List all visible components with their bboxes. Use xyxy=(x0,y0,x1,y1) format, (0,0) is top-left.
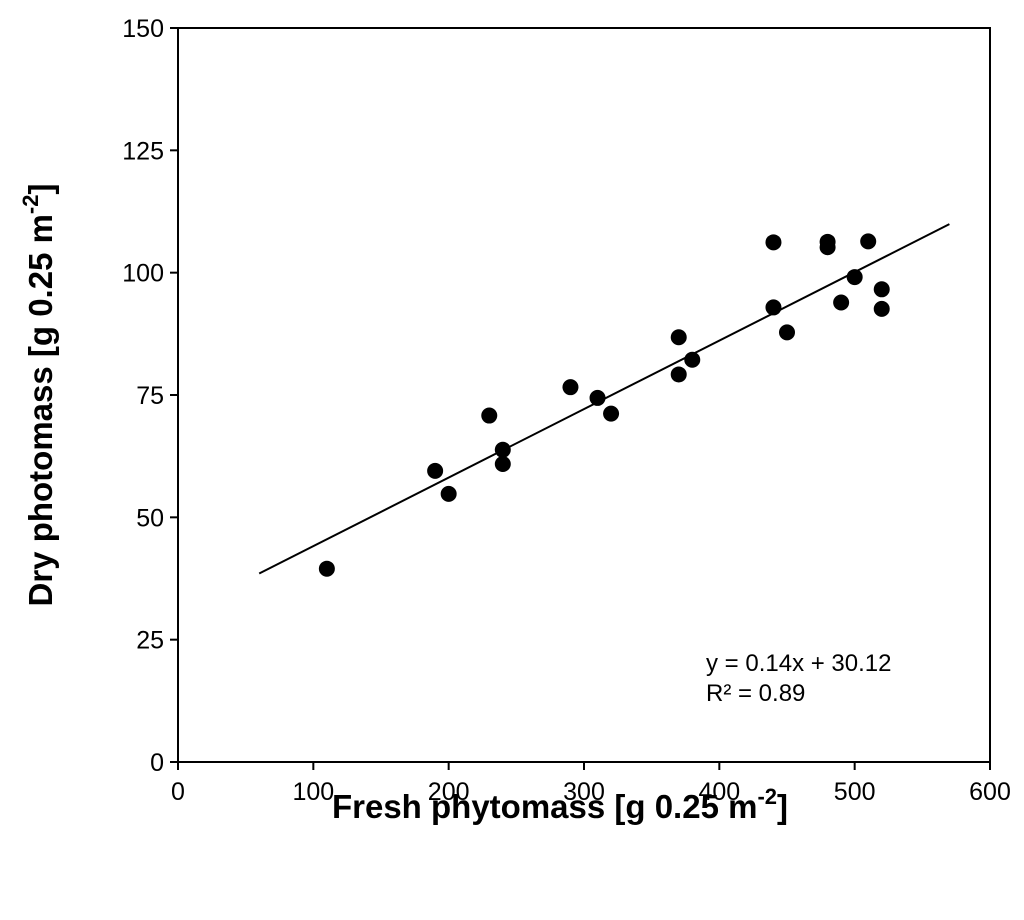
y-tick-label: 125 xyxy=(122,137,164,165)
y-tick-label: 100 xyxy=(122,260,164,288)
data-point xyxy=(318,560,335,577)
data-point xyxy=(562,379,579,396)
data-point xyxy=(873,300,890,317)
x-tick-label: 600 xyxy=(969,778,1011,806)
equation-label: y = 0.14x + 30.12 xyxy=(706,650,891,677)
data-point xyxy=(440,485,457,502)
y-tick-label: 75 xyxy=(136,382,164,410)
y-axis-title-sup: -2 xyxy=(18,194,43,214)
data-points xyxy=(318,233,890,577)
x-tick-label: 300 xyxy=(563,778,605,806)
data-point xyxy=(670,366,687,383)
data-point xyxy=(819,239,836,256)
data-point xyxy=(833,294,850,311)
x-axis-title-main: Fresh phytomass [g 0.25 m xyxy=(332,788,757,825)
y-tick-label: 25 xyxy=(136,627,164,655)
y-axis-ticks: 0 25 50 75 100 125 150 xyxy=(122,15,178,777)
data-point xyxy=(779,324,795,341)
y-axis-title-end: ] xyxy=(22,183,59,194)
data-point xyxy=(684,351,701,368)
y-tick-label: 50 xyxy=(136,504,164,532)
r-squared-label: R² = 0.89 xyxy=(706,680,805,707)
x-tick-label: 500 xyxy=(834,778,876,806)
data-point xyxy=(603,405,620,422)
x-axis-ticks: 0 100 200 300 400 500 600 xyxy=(171,762,1011,806)
data-point xyxy=(670,329,687,346)
y-tick-label: 0 xyxy=(150,749,164,777)
data-point xyxy=(589,389,606,406)
data-point xyxy=(481,407,498,424)
x-axis-title: Fresh phytomass [g 0.25 m-2] xyxy=(332,784,788,825)
x-tick-label: 0 xyxy=(171,778,185,806)
data-point xyxy=(427,462,444,479)
y-axis-title-main: Dry photomass [g 0.25 m xyxy=(22,214,59,606)
data-point xyxy=(873,281,890,298)
data-point xyxy=(494,441,511,458)
data-point xyxy=(860,233,877,250)
y-axis-title: Dry photomass [g 0.25 m-2] xyxy=(18,183,59,606)
data-point xyxy=(765,299,782,316)
x-tick-label: 100 xyxy=(292,778,334,806)
x-tick-label: 400 xyxy=(698,778,740,806)
y-tick-label: 150 xyxy=(122,15,164,43)
data-point xyxy=(494,455,511,472)
data-point xyxy=(846,269,863,286)
x-tick-label: 200 xyxy=(428,778,470,806)
data-point xyxy=(765,234,782,251)
x-axis-title-end: ] xyxy=(777,788,788,825)
x-axis-title-sup: -2 xyxy=(757,784,777,809)
